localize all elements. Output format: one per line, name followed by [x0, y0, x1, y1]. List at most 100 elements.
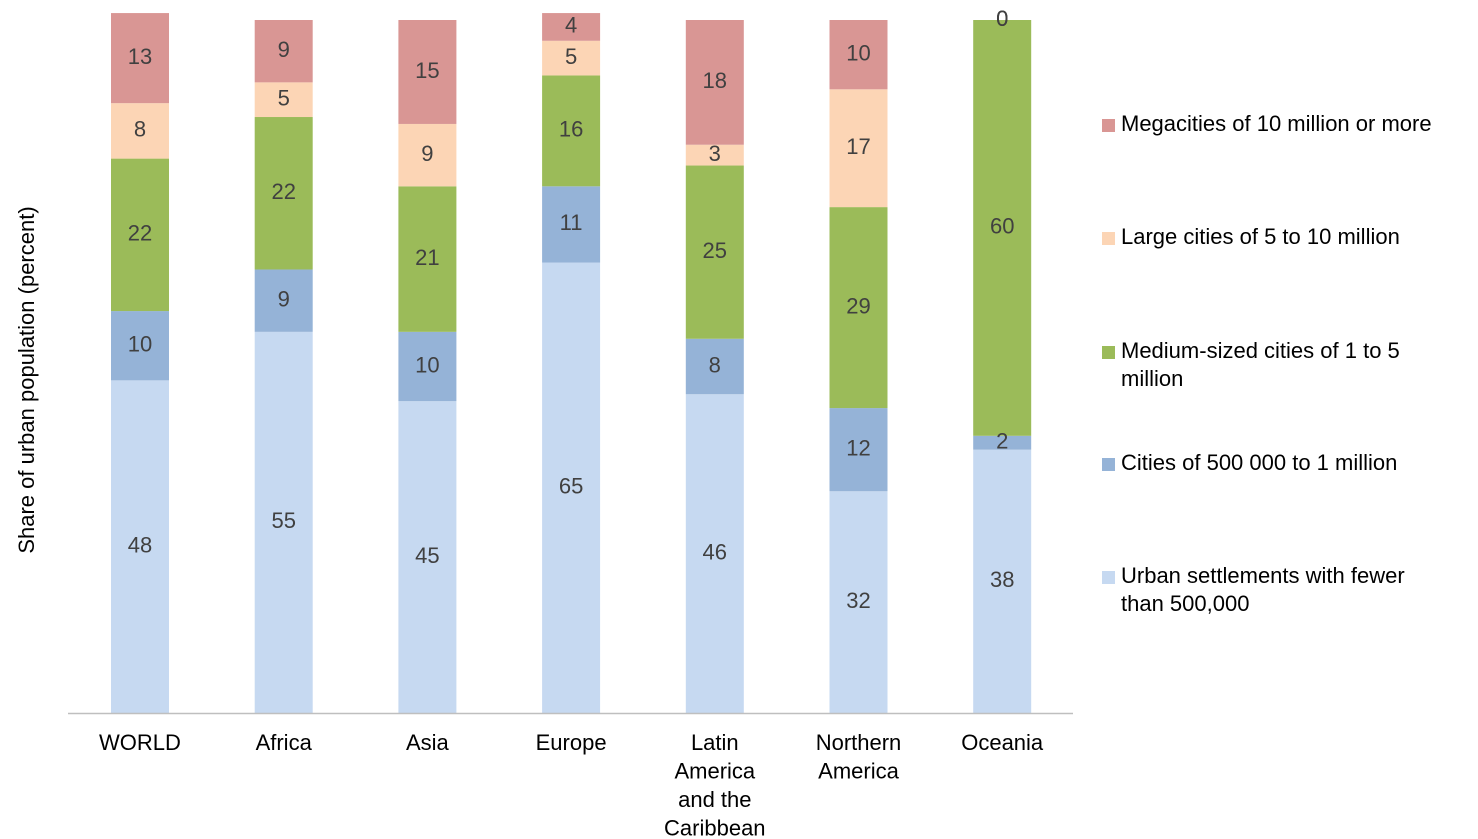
bar-segment	[829, 89, 888, 208]
bar-segment	[254, 331, 313, 713]
data-label: 32	[846, 588, 870, 613]
bar-segment	[111, 311, 169, 381]
data-label: 10	[415, 352, 439, 377]
legend-label-line: than 500,000	[1121, 591, 1250, 616]
legend-swatch	[1102, 346, 1115, 359]
data-label: 21	[415, 245, 439, 270]
data-label: 10	[128, 332, 152, 357]
data-label: 9	[278, 37, 290, 62]
data-label: 13	[128, 44, 152, 69]
bar-segment	[111, 103, 169, 159]
category-label-line: Asia	[406, 730, 450, 755]
bar-segment	[542, 40, 601, 76]
data-label: 4	[565, 13, 577, 38]
bar-segment	[829, 408, 888, 492]
legend-label-line: Cities of 500 000 to 1 million	[1121, 450, 1398, 475]
category-label: WORLD	[99, 730, 181, 755]
data-label: 5	[565, 44, 577, 69]
category-label-line: Northern	[816, 730, 902, 755]
category-label-line: Oceania	[961, 730, 1044, 755]
legend-item: Large cities of 5 to 10 million	[1102, 223, 1400, 251]
data-label: 15	[415, 58, 439, 83]
bar-segment	[398, 186, 457, 332]
data-label: 12	[846, 435, 870, 460]
category-label: Northern America	[816, 730, 902, 784]
bar-segment	[111, 13, 169, 104]
legend-label-line: Large cities of 5 to 10 million	[1121, 224, 1400, 249]
category-label: Latin America and the Caribbean	[664, 730, 766, 839]
bar-segment	[685, 20, 744, 145]
bar-segment	[111, 158, 169, 312]
category-label-line: Europe	[536, 730, 607, 755]
bar-segment	[254, 20, 313, 83]
data-label: 9	[278, 286, 290, 311]
bar-segment	[829, 491, 888, 713]
data-label: 45	[415, 543, 439, 568]
data-label: 0	[996, 6, 1008, 31]
bar-segment	[685, 165, 744, 339]
legend-swatch	[1102, 232, 1115, 245]
data-label: 17	[846, 134, 870, 159]
bar-segment	[398, 123, 457, 187]
legend-item: Cities of 500 000 to 1 million	[1102, 449, 1397, 477]
legend-label-line: Megacities of 10 million or more	[1121, 111, 1432, 136]
data-label: 9	[421, 141, 433, 166]
data-label: 38	[990, 567, 1014, 592]
bar-segment	[254, 82, 313, 118]
legend-swatch	[1102, 119, 1115, 132]
bar-segment	[542, 186, 601, 263]
data-label: 48	[128, 532, 152, 557]
data-label: 3	[709, 141, 721, 166]
data-label: 18	[703, 68, 727, 93]
bar-segment	[829, 207, 888, 409]
category-label-line: America	[818, 759, 899, 784]
legend-label: Medium-sized cities of 1 to 5 million	[1121, 337, 1400, 393]
bar-segment	[254, 117, 313, 270]
legend-swatch	[1102, 571, 1115, 584]
bar-segment	[973, 435, 1032, 450]
data-label: 46	[703, 539, 727, 564]
bar-segment	[829, 20, 888, 90]
bar-segment	[685, 394, 744, 713]
category-label: Africa	[256, 730, 313, 755]
data-labels-group: 48 10 22 8 13 55 9 22 5 9 45 10 21 9 15 65 11 16 5 4 46 8 25 3 1…	[128, 6, 1015, 613]
legend-label: Cities of 500 000 to 1 million	[1121, 449, 1397, 477]
bar-segment	[685, 144, 744, 166]
data-label: 25	[703, 238, 727, 263]
data-label: 10	[846, 40, 870, 65]
bar-segment	[254, 269, 313, 332]
data-label: 29	[846, 293, 870, 318]
category-label-line: Africa	[256, 730, 313, 755]
bar-segment	[542, 262, 601, 713]
data-label: 2	[996, 429, 1008, 454]
legend-item: Urban settlements with fewer than 500,000	[1102, 562, 1405, 618]
bar-segment	[398, 20, 457, 124]
category-label-line: America	[674, 759, 755, 784]
data-label: 55	[271, 508, 295, 533]
data-label: 8	[709, 352, 721, 377]
category-label-line: and the	[678, 787, 751, 812]
data-label: 8	[134, 117, 146, 142]
data-label: 16	[559, 117, 583, 142]
legend-label: Urban settlements with fewer than 500,000	[1121, 562, 1405, 618]
legend-label-line: million	[1121, 366, 1184, 391]
bar-segment	[973, 20, 1032, 436]
legend-swatch	[1102, 458, 1115, 471]
bar-segment	[542, 75, 601, 187]
bars-group	[111, 13, 1032, 713]
data-label: 22	[271, 179, 295, 204]
bar-segment	[973, 449, 1032, 713]
legend-label-line: Urban settlements with fewer	[1121, 563, 1405, 588]
bar-segment	[398, 401, 457, 713]
category-labels-group: WORLD Africa Asia Europe Latin America and the…	[99, 730, 1044, 839]
data-label: 65	[559, 474, 583, 499]
y-axis-title: Share of urban population (percent)	[14, 206, 39, 553]
legend-item: Medium-sized cities of 1 to 5 million	[1102, 337, 1400, 393]
legend-label: Large cities of 5 to 10 million	[1121, 223, 1400, 251]
category-label-line: Latin	[691, 730, 739, 755]
data-label: 5	[278, 86, 290, 111]
category-label: Asia	[406, 730, 450, 755]
data-label: 11	[560, 210, 583, 235]
legend-label-line: Medium-sized cities of 1 to 5	[1121, 338, 1400, 363]
data-label: 60	[990, 214, 1014, 239]
